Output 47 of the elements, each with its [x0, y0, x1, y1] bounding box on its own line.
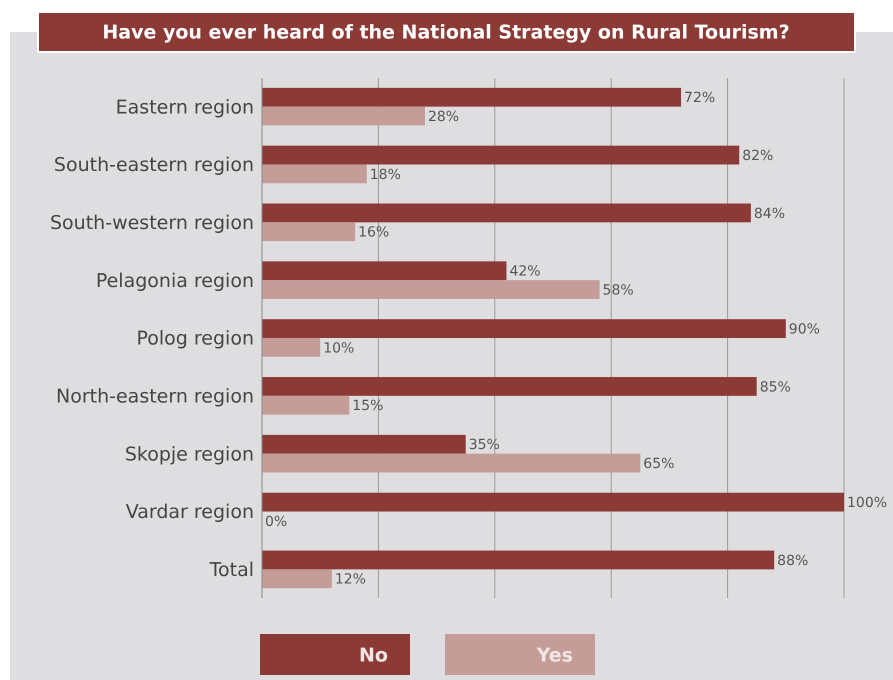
bar — [262, 261, 506, 280]
bar — [262, 106, 425, 126]
text: No — [359, 644, 388, 667]
bar — [262, 164, 367, 184]
data-label: 84% — [754, 206, 786, 222]
text: Yes — [536, 644, 573, 667]
data-label: 85% — [760, 379, 791, 396]
data-label: 16% — [358, 224, 390, 241]
y-tick-label: South-western region — [50, 212, 254, 234]
bar — [262, 88, 682, 107]
data-label: 15% — [352, 398, 384, 414]
bar — [262, 569, 332, 588]
bar — [262, 550, 774, 570]
data-label: 0% — [265, 514, 288, 530]
y-tick-label: North-eastern region — [56, 385, 254, 408]
data-label: 90% — [788, 322, 820, 338]
bar — [262, 338, 320, 357]
data-label: 35% — [468, 437, 500, 454]
y-tick-label: Total — [208, 559, 254, 582]
bar — [262, 492, 844, 512]
data-label: 82% — [742, 148, 774, 164]
bar — [262, 146, 740, 164]
y-tick-label: Vardar region — [126, 501, 254, 524]
bar — [262, 222, 356, 242]
chart-title: Have you ever heard of the National Strategy on Rural Tourism? — [102, 22, 790, 44]
bar — [262, 319, 786, 338]
bar — [262, 280, 600, 299]
bar — [262, 396, 350, 415]
data-label: 18% — [370, 166, 401, 183]
data-label: 58% — [602, 282, 634, 298]
data-label: 28% — [428, 108, 460, 125]
data-label: 42% — [509, 264, 541, 280]
data-label: 100% — [847, 495, 888, 512]
y-tick-label: South-eastern region — [54, 154, 254, 176]
y-tick-label: Pelagonia region — [96, 270, 254, 292]
data-label: 10% — [323, 340, 354, 356]
bar — [262, 434, 466, 454]
data-label: 12% — [334, 572, 366, 588]
data-label: 72% — [684, 90, 716, 106]
y-tick-label: Skopje region — [124, 443, 254, 466]
y-tick-label: Eastern region — [116, 96, 254, 118]
data-label: 65% — [643, 456, 674, 472]
bar — [262, 377, 757, 396]
data-label: 88% — [777, 552, 808, 569]
bar — [262, 204, 751, 222]
y-tick-label: Polog region — [136, 328, 254, 350]
bar — [262, 454, 640, 472]
